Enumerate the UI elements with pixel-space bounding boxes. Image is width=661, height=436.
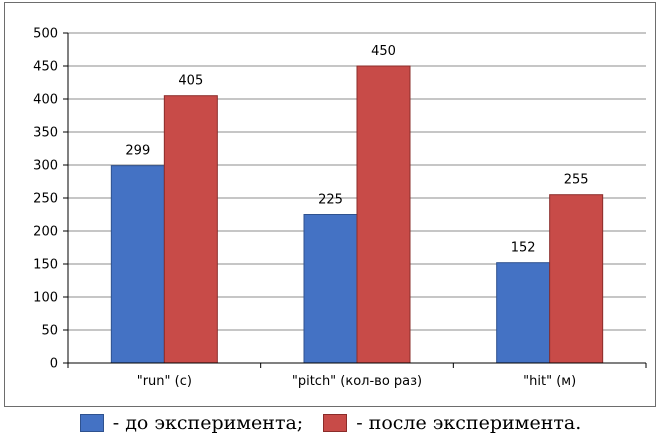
- bars: [110, 65, 604, 364]
- data-label: 299: [125, 144, 150, 159]
- y-tick-label: 400: [33, 93, 58, 108]
- data-label: 405: [178, 74, 203, 89]
- bar-before: [110, 165, 165, 364]
- data-label: 152: [511, 241, 536, 256]
- labels: 0 50 100 150 200 250 300 350 400 450 500 299 405 "run…: [33, 27, 588, 390]
- y-tick-label: 300: [33, 159, 58, 174]
- y-tick-label: 150: [33, 258, 58, 273]
- y-tick-label: 200: [33, 225, 58, 240]
- data-label: 450: [371, 44, 396, 59]
- y-tick-label: 350: [33, 126, 58, 141]
- legend-item-after: - после эксперимента.: [323, 412, 581, 434]
- data-label: 225: [318, 193, 343, 208]
- y-tick-label: 50: [41, 324, 58, 339]
- bar-before: [496, 262, 551, 364]
- y-tick-label: 250: [33, 192, 58, 207]
- data-label: 255: [564, 173, 589, 188]
- category-label: "pitch" (кол-во раз): [292, 374, 422, 389]
- category-label: "run" (c): [137, 374, 192, 389]
- legend-label-before: - до эксперимента;: [112, 411, 304, 434]
- legend: - до эксперимента; - после эксперимента.: [0, 409, 661, 436]
- bar-after: [163, 95, 218, 364]
- bar-after: [549, 194, 604, 364]
- legend-label-after: - после эксперимента.: [356, 411, 582, 434]
- legend-swatch-after: [323, 413, 348, 432]
- legend-swatch-before: [79, 413, 104, 432]
- axes: [63, 32, 647, 368]
- y-tick-label: 500: [33, 27, 58, 42]
- y-tick-label: 100: [33, 291, 58, 306]
- legend-item-before: - до эксперимента;: [79, 411, 304, 434]
- bar-after: [356, 65, 411, 364]
- y-tick-label: 0: [50, 357, 58, 372]
- category-label: "hit" (м): [523, 374, 576, 389]
- y-tick-label: 450: [33, 60, 58, 75]
- bar-before: [303, 214, 358, 364]
